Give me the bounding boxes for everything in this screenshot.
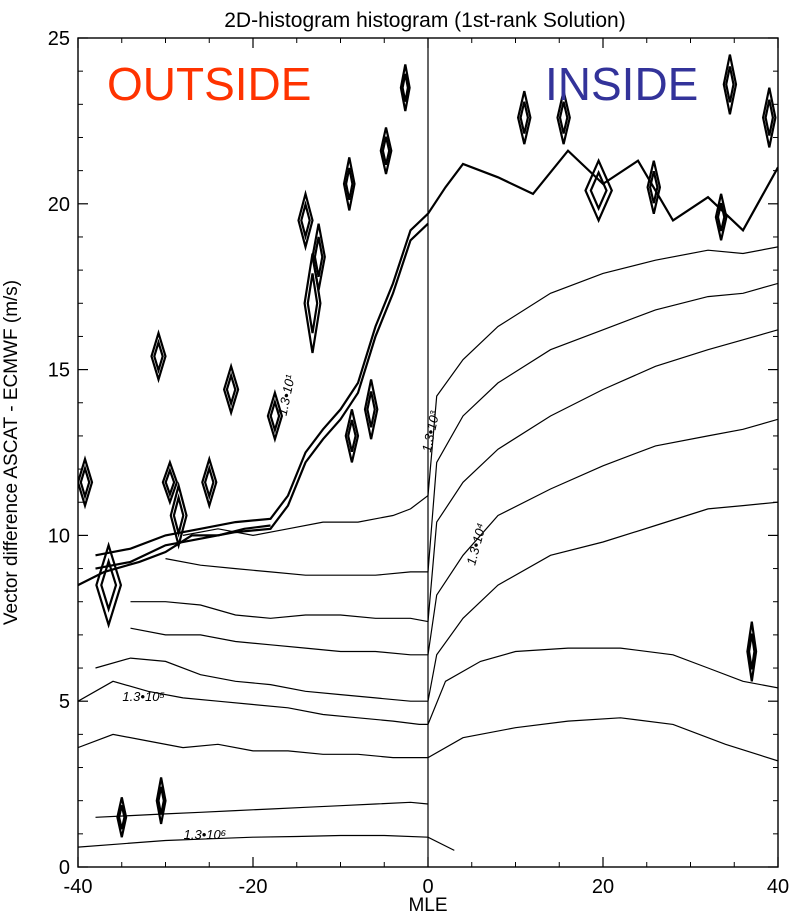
x-tick-label-2: 0 <box>422 876 433 898</box>
contour-island-13 <box>363 379 379 440</box>
y-tick-label-2: 10 <box>48 525 70 547</box>
contour-island-6 <box>222 362 240 417</box>
contour-island-5 <box>201 455 218 510</box>
contour-island-15 <box>399 64 411 112</box>
contour-line-9 <box>95 149 778 557</box>
outside-annotation: OUTSIDE <box>107 58 311 110</box>
contour-line-0 <box>95 801 429 818</box>
contour-line-1 <box>78 834 455 851</box>
contour-line-4 <box>95 501 778 702</box>
contour-island-7 <box>266 388 284 444</box>
contour-island-16 <box>516 90 532 145</box>
chart-title: 2D-histogram histogram (1st-rank Solutio… <box>224 9 625 32</box>
contour-line-5 <box>130 418 778 656</box>
y-axis: 0 5 10 15 20 25 <box>48 28 778 879</box>
x-tick-label-4: 40 <box>767 876 789 898</box>
contour-label-layer: 1.3•10¹ 1.3•10³ 1.3•10⁴ 1.3•10⁵ 1.3•10⁶ <box>122 373 489 842</box>
contour-island-21 <box>761 87 777 148</box>
contour-island-25 <box>746 621 758 682</box>
y-tick-label-1: 5 <box>59 691 70 713</box>
y-tick-label-0: 0 <box>59 857 70 879</box>
contour-island-3 <box>161 459 179 506</box>
x-tick-label-0: -40 <box>64 876 93 898</box>
contour-island-20 <box>722 54 738 115</box>
contour-level-label-2: 1.3•10⁴ <box>463 522 489 567</box>
x-tick-label-3: 20 <box>592 876 614 898</box>
contour-island-23 <box>116 797 128 838</box>
y-axis-title: Vector difference ASCAT - ECMWF (m/s) <box>1 280 22 625</box>
contour-line-10 <box>95 222 429 570</box>
contour-level-label-0: 1.3•10¹ <box>275 373 298 417</box>
x-axis-title: MLE <box>408 895 447 916</box>
contour-island-2 <box>150 329 167 384</box>
contour-island-14 <box>379 127 393 175</box>
contour-island-22 <box>714 193 728 241</box>
contour-level-label-3: 1.3•10⁵ <box>122 689 165 704</box>
contour-island-11 <box>342 157 356 211</box>
x-axis: -40 -20 0 20 40 <box>64 38 789 898</box>
contour-island-18 <box>584 157 614 224</box>
contour-island-19 <box>646 160 662 214</box>
contour-island-24 <box>155 777 167 825</box>
contour-line-2 <box>78 717 778 762</box>
contour-island-12 <box>344 409 360 463</box>
inside-annotation: INSIDE <box>545 58 698 110</box>
contour-island-8 <box>297 189 314 252</box>
contour-island-4 <box>169 481 188 550</box>
contour-island-10 <box>303 253 322 354</box>
contour-island-0 <box>78 455 94 510</box>
contour-island-1 <box>95 541 123 629</box>
contour-line-7 <box>165 282 778 576</box>
contour-line-8 <box>182 246 778 537</box>
contour-level-label-1: 1.3•10³ <box>419 409 442 453</box>
x-tick-label-1: -20 <box>239 876 268 898</box>
contour-line-3 <box>78 647 778 725</box>
contour-island-17 <box>556 90 571 145</box>
y-tick-label-5: 25 <box>48 28 70 50</box>
contour-level-label-4: 1.3•10⁶ <box>184 827 227 842</box>
y-tick-label-4: 20 <box>48 194 70 216</box>
contour-line-6 <box>130 329 778 623</box>
y-tick-label-3: 15 <box>48 360 70 382</box>
